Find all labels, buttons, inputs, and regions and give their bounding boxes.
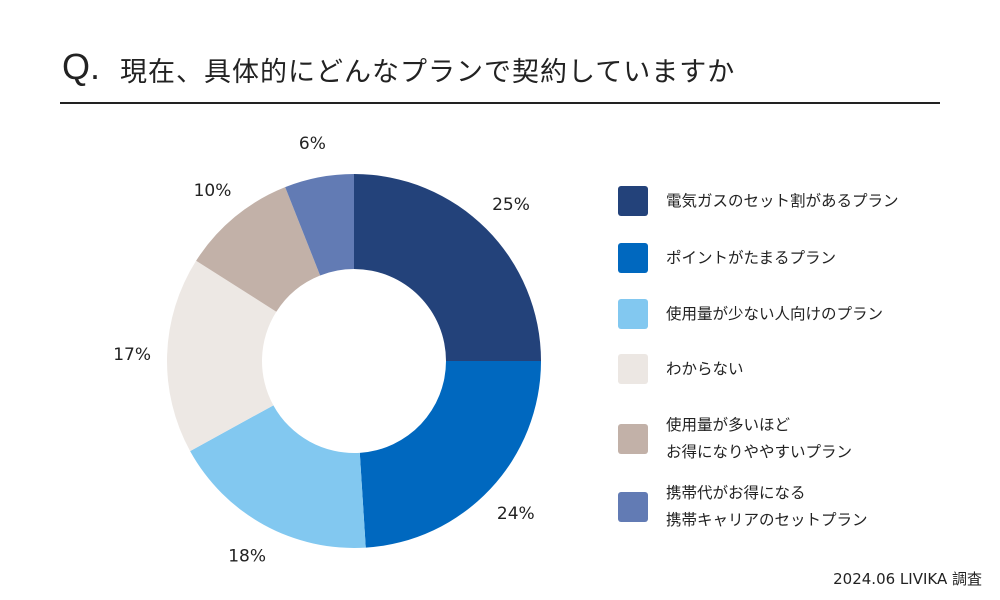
slice-percent-label-4: 10%: [194, 181, 232, 201]
header: Q. 現在、具体的にどんなプランで契約していますか: [62, 38, 940, 104]
question-title: 現在、具体的にどんなプランで契約していますか: [120, 57, 736, 88]
legend-item-3: わからない: [618, 354, 744, 384]
legend-label: 使用量が少ない人向けのプラン: [666, 304, 884, 323]
legend-swatch: [618, 354, 648, 384]
legend-label: わからない: [666, 359, 744, 378]
legend-item-2: 使用量が少ない人向けのプラン: [618, 299, 883, 329]
slice-percent-label-1: 24%: [497, 504, 535, 524]
legend-swatch: [618, 299, 648, 329]
legend-swatch: [618, 424, 648, 454]
legend-label: 使用量が多いほど お得になりややすいプラン: [666, 416, 853, 461]
legend-label: 電気ガスのセット割があるプラン: [666, 191, 899, 210]
legend-item-0: 電気ガスのセット割があるプラン: [618, 186, 899, 216]
slice-percent-label-5: 6%: [299, 134, 326, 154]
slice-percent-label-0: 25%: [492, 195, 530, 215]
question-mark-label: Q.: [62, 46, 101, 87]
legend-item-4: 使用量が多いほど お得になりややすいプラン: [618, 412, 852, 466]
legend-label: ポイントがたまるプラン: [666, 248, 837, 267]
donut-slice-3: [166, 260, 277, 452]
legend-swatch: [618, 243, 648, 273]
title-divider: [60, 102, 940, 104]
donut-slice-4: [196, 187, 321, 312]
donut-slice-2: [190, 405, 366, 548]
legend-item-5: 携帯代がお得になる 携帯キャリアのセットプラン: [618, 480, 868, 534]
legend-swatch: [618, 492, 648, 522]
slice-percent-label-2: 18%: [228, 547, 266, 567]
donut-slice-5: [285, 174, 354, 276]
legend-swatch: [618, 186, 648, 216]
slice-percent-label-3: 17%: [113, 345, 151, 365]
legend-item-1: ポイントがたまるプラン: [618, 243, 836, 273]
donut-slice-1: [359, 361, 541, 548]
source-note: 2024.06 LIVIKA 調査: [833, 570, 982, 588]
donut-slice-0: [354, 174, 541, 361]
legend-label: 携帯代がお得になる 携帯キャリアのセットプラン: [666, 484, 868, 529]
